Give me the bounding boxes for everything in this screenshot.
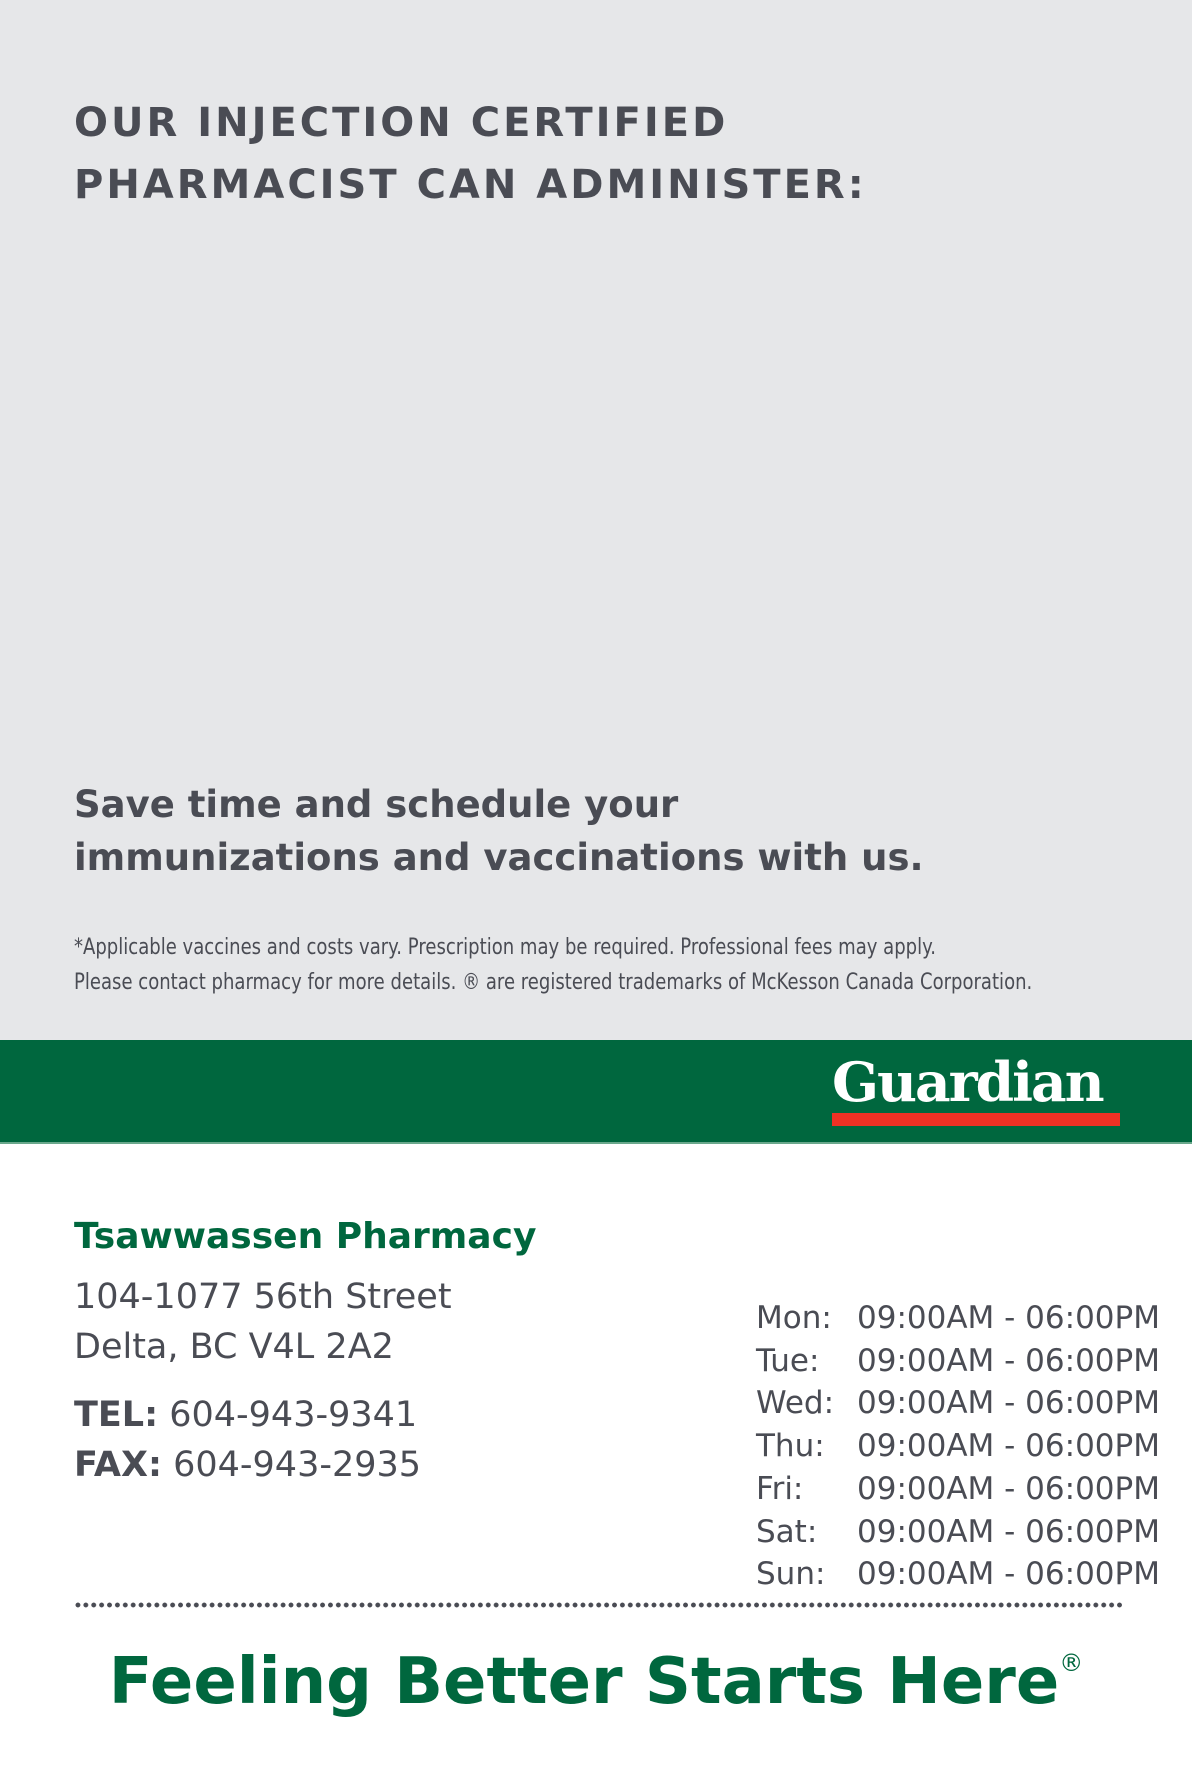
dotted-divider [74, 1602, 1122, 1608]
disclaimer: *Applicable vaccines and costs vary. Pre… [74, 930, 1032, 1000]
disclaimer-line-2: Please contact pharmacy for more details… [74, 970, 1033, 995]
gray-panel [0, 0, 1192, 1040]
logo-wordmark: Guardian [832, 1050, 1105, 1114]
hours-time: 09:00AM - 06:00PM [857, 1470, 1160, 1507]
hours-day: Wed: [756, 1385, 835, 1422]
hours-time: 09:00AM - 06:00PM [857, 1556, 1160, 1593]
hours-row: Mon: 09:00AM - 06:00PM [756, 1297, 1160, 1340]
hours-row: Fri: 09:00AM - 06:00PM [756, 1468, 1160, 1511]
registered-mark: ® [1059, 1649, 1084, 1677]
pharmacy-name: Tsawwassen Pharmacy [74, 1216, 537, 1257]
hours-row: Thu: 09:00AM - 06:00PM [756, 1425, 1160, 1468]
hours-row: Sat: 09:00AM - 06:00PM [756, 1511, 1160, 1554]
hours-time: 09:00AM - 06:00PM [857, 1513, 1160, 1550]
address-line-2: Delta, BC V4L 2A2 [74, 1327, 394, 1367]
address-line-1: 104-1077 56th Street [74, 1277, 452, 1317]
hours-time: 09:00AM - 06:00PM [857, 1300, 1160, 1336]
brand-band [0, 1040, 1192, 1144]
fax-number: 604-943-2935 [173, 1445, 422, 1485]
hours-day: Thu: [756, 1428, 825, 1465]
hours-row: Sun: 09:00AM - 06:00PM [756, 1553, 1160, 1596]
hours-day: Sat: [756, 1513, 818, 1550]
title-line-2: PHARMACIST CAN ADMINISTER: [74, 162, 867, 208]
slogan-text: Feeling Better Starts Here [108, 1645, 1060, 1719]
schedule-message: Save time and schedule your immunization… [74, 778, 924, 884]
slogan: Feeling Better Starts Here® [0, 1645, 1192, 1719]
hours-row: Tue: 09:00AM - 06:00PM [756, 1340, 1160, 1383]
fax: FAX: 604-943-2935 [74, 1440, 421, 1490]
hours-time: 09:00AM - 06:00PM [857, 1342, 1160, 1379]
tel-label: TEL: [74, 1395, 159, 1435]
logo-red-bar [832, 1113, 1120, 1126]
schedule-line-1: Save time and schedule your [74, 783, 679, 826]
hours-row: Wed: 09:00AM - 06:00PM [756, 1382, 1160, 1425]
telephone: TEL: 604-943-9341 [74, 1390, 421, 1440]
disclaimer-line-1: *Applicable vaccines and costs vary. Pre… [74, 935, 936, 960]
hours-day: Sun: [756, 1556, 826, 1593]
pharmacy-address: 104-1077 56th Street Delta, BC V4L 2A2 [74, 1272, 452, 1372]
hours-day: Tue: [756, 1342, 820, 1379]
contact-numbers: TEL: 604-943-9341 FAX: 604-943-2935 [74, 1390, 421, 1490]
hours-day: Mon: [756, 1300, 832, 1336]
hours-time: 09:00AM - 06:00PM [857, 1428, 1160, 1465]
schedule-line-2: immunizations and vaccinations with us. [74, 836, 924, 879]
title-line-1: OUR INJECTION CERTIFIED [74, 100, 729, 146]
hours-day: Fri: [756, 1470, 804, 1507]
guardian-logo: Guardian [832, 1050, 1122, 1130]
fax-label: FAX: [74, 1445, 162, 1485]
tel-number: 604-943-9341 [169, 1395, 418, 1435]
store-hours: Mon: 09:00AM - 06:00PM Tue: 09:00AM - 06:0… [756, 1297, 1160, 1596]
hours-time: 09:00AM - 06:00PM [857, 1385, 1160, 1422]
page-title: OUR INJECTION CERTIFIED PHARMACIST CAN A… [74, 92, 867, 216]
